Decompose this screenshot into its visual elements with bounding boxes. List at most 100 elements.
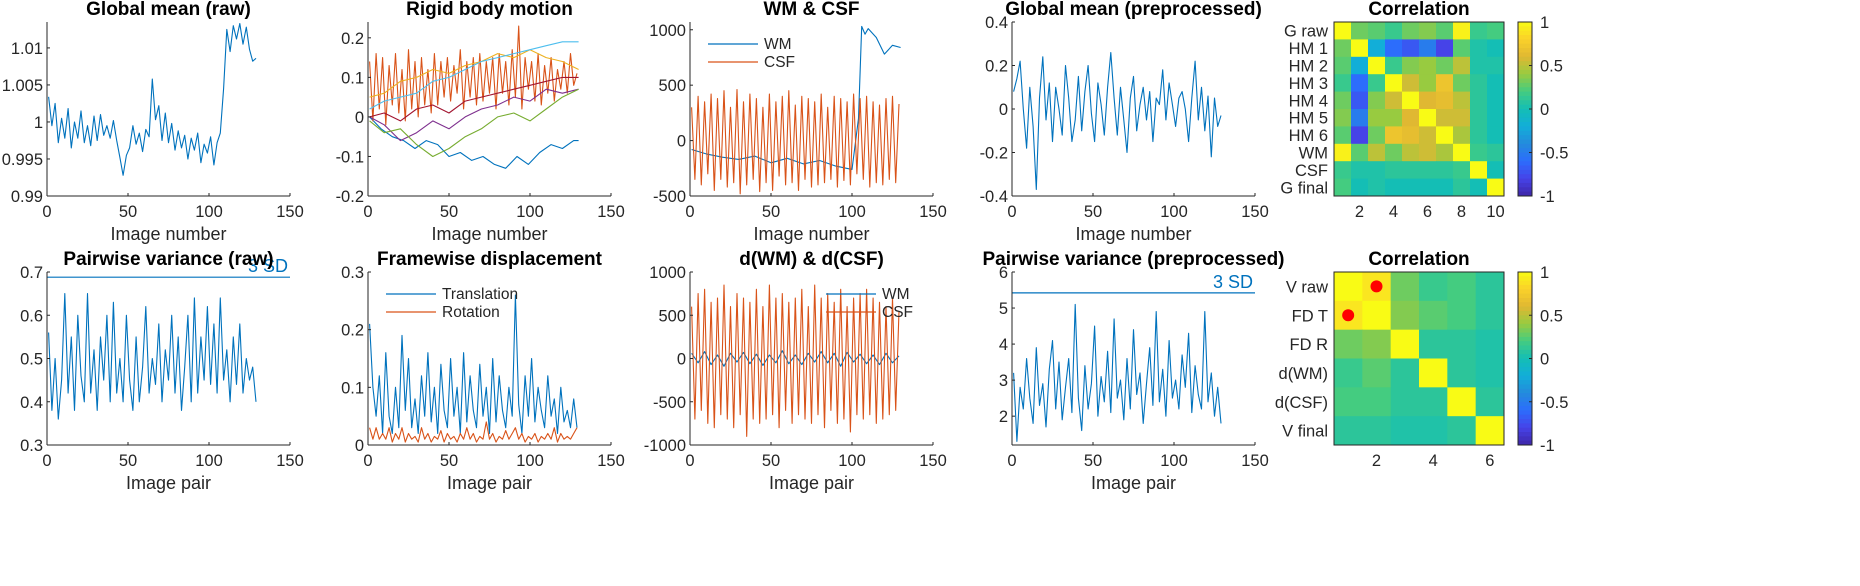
colorbar-segment bbox=[1518, 78, 1532, 84]
colorbar-tick-label: -1 bbox=[1540, 437, 1555, 455]
plot-area bbox=[47, 276, 290, 420]
heatmap-cell bbox=[1419, 178, 1437, 197]
plot-area bbox=[691, 25, 901, 195]
axes: 0 50 100 150 0 0.1 0.2 0.3 bbox=[341, 264, 625, 470]
heatmap-cell bbox=[1351, 109, 1369, 127]
heatmap-cell bbox=[1419, 387, 1448, 417]
colorbar-segment bbox=[1518, 423, 1532, 429]
x-axis-label: Image number bbox=[753, 224, 869, 244]
y-tick-label: 6 bbox=[999, 264, 1008, 282]
x-tick-label: 2 bbox=[1355, 203, 1364, 221]
heatmap-cell bbox=[1436, 143, 1454, 162]
heatmap-cell bbox=[1475, 416, 1505, 446]
series-group bbox=[1013, 51, 1222, 191]
series-line-3 bbox=[369, 88, 579, 142]
heatmap-cell bbox=[1390, 300, 1420, 331]
axes: 0 50 100 150 2 3 4 5 6 bbox=[999, 264, 1269, 470]
axes: 0 50 100 150 -0.2 -0.1 0 0.1 0.2 bbox=[336, 22, 625, 221]
colorbar-segment bbox=[1518, 375, 1532, 381]
x-axis-label: Image number bbox=[431, 224, 547, 244]
colorbar-segment bbox=[1518, 174, 1532, 180]
row-label: WM bbox=[1299, 145, 1328, 163]
heatmap-cell bbox=[1362, 358, 1392, 388]
row-label: V final bbox=[1282, 423, 1328, 441]
x-tick-label: 100 bbox=[838, 203, 866, 221]
heatmap-cell bbox=[1419, 74, 1437, 93]
x-tick-label: 150 bbox=[276, 203, 304, 221]
heatmap-cell bbox=[1436, 161, 1454, 180]
heatmap-cell bbox=[1453, 56, 1471, 75]
x-tick-label: 150 bbox=[597, 203, 625, 221]
colorbar-tick-label: -0.5 bbox=[1540, 394, 1568, 412]
plot-area bbox=[691, 284, 900, 437]
colorbar-segment bbox=[1518, 187, 1532, 193]
colorbar-segment bbox=[1518, 362, 1532, 368]
y-tick-label: 1 bbox=[34, 114, 43, 132]
heatmap-cell bbox=[1419, 39, 1437, 58]
colorbar-segment bbox=[1518, 182, 1532, 188]
colorbar-segment bbox=[1518, 367, 1532, 372]
colorbar-segment bbox=[1518, 427, 1532, 433]
colorbar-segment bbox=[1518, 302, 1532, 308]
heatmap-cell bbox=[1470, 126, 1488, 145]
heatmap-cell bbox=[1351, 22, 1369, 40]
heatmap-cell bbox=[1402, 143, 1420, 162]
colorbar-segment bbox=[1518, 432, 1532, 437]
colorbar-segment bbox=[1518, 48, 1532, 53]
heatmap-cell bbox=[1390, 416, 1420, 446]
colorbar-segment bbox=[1518, 293, 1532, 299]
x-tick-label: 2 bbox=[1372, 452, 1381, 470]
highlight-marker-1 bbox=[1342, 309, 1355, 322]
y-tick-label: 5 bbox=[999, 300, 1008, 318]
colorbar-segment bbox=[1518, 315, 1532, 321]
heatmap-cell bbox=[1362, 329, 1392, 359]
heatmap-cell bbox=[1390, 387, 1420, 417]
colorbar-segment bbox=[1518, 69, 1532, 75]
colorbar-segment bbox=[1518, 122, 1532, 127]
plot-area bbox=[1012, 292, 1255, 442]
heatmap-cell bbox=[1475, 387, 1505, 417]
heatmap-cell bbox=[1385, 22, 1403, 40]
heatmap-cell bbox=[1390, 329, 1420, 359]
heatmap-cell bbox=[1385, 161, 1403, 180]
y-tick-label: 0.2 bbox=[341, 322, 364, 340]
heatmap-cell bbox=[1334, 416, 1363, 446]
heatmap-cell bbox=[1368, 39, 1386, 58]
series-group bbox=[691, 25, 901, 195]
chart-pv_pre: 3 SD 0 50 100 150 2 3 4 5 6 Image pair Pairwise var… bbox=[982, 249, 1284, 493]
y-tick-label: 2 bbox=[999, 408, 1008, 426]
heatmap-cell bbox=[1385, 126, 1403, 145]
heatmap-cell bbox=[1436, 56, 1454, 75]
x-axis-label: Image pair bbox=[126, 473, 211, 493]
y-tick-label: 0.3 bbox=[341, 264, 364, 282]
heatmap-cells bbox=[1334, 272, 1505, 446]
heatmap-cell bbox=[1447, 387, 1477, 417]
heatmap-cell bbox=[1351, 143, 1369, 162]
colorbar-segment bbox=[1518, 74, 1532, 80]
x-tick-label: 50 bbox=[762, 203, 780, 221]
y-tick-label: -500 bbox=[653, 188, 686, 206]
heatmap-cell bbox=[1453, 126, 1471, 145]
sd-label: 3 SD bbox=[1213, 272, 1253, 292]
x-tick-label: 50 bbox=[119, 203, 137, 221]
heatmap-cell bbox=[1419, 22, 1437, 40]
colorbar-tick-label: 1 bbox=[1540, 264, 1549, 282]
x-tick-label: 0 bbox=[42, 203, 51, 221]
y-tick-label: 0.2 bbox=[341, 30, 364, 48]
colorbar-segment bbox=[1518, 143, 1532, 149]
chart-title: d(WM) & d(CSF) bbox=[739, 249, 884, 270]
heatmap-cell bbox=[1390, 272, 1420, 302]
heatmap-cell bbox=[1385, 74, 1403, 93]
colorbar-segment bbox=[1518, 156, 1532, 162]
colorbar-segment bbox=[1518, 406, 1532, 411]
colorbar-segment bbox=[1518, 380, 1532, 385]
plot-area bbox=[369, 25, 579, 169]
heatmap-cell bbox=[1385, 178, 1403, 197]
heatmap-cell bbox=[1385, 39, 1403, 58]
heatmap-cell bbox=[1368, 22, 1386, 40]
y-tick-label: 0.2 bbox=[985, 58, 1008, 76]
heatmap-cell bbox=[1453, 109, 1471, 127]
heatmap-cell bbox=[1447, 358, 1477, 388]
